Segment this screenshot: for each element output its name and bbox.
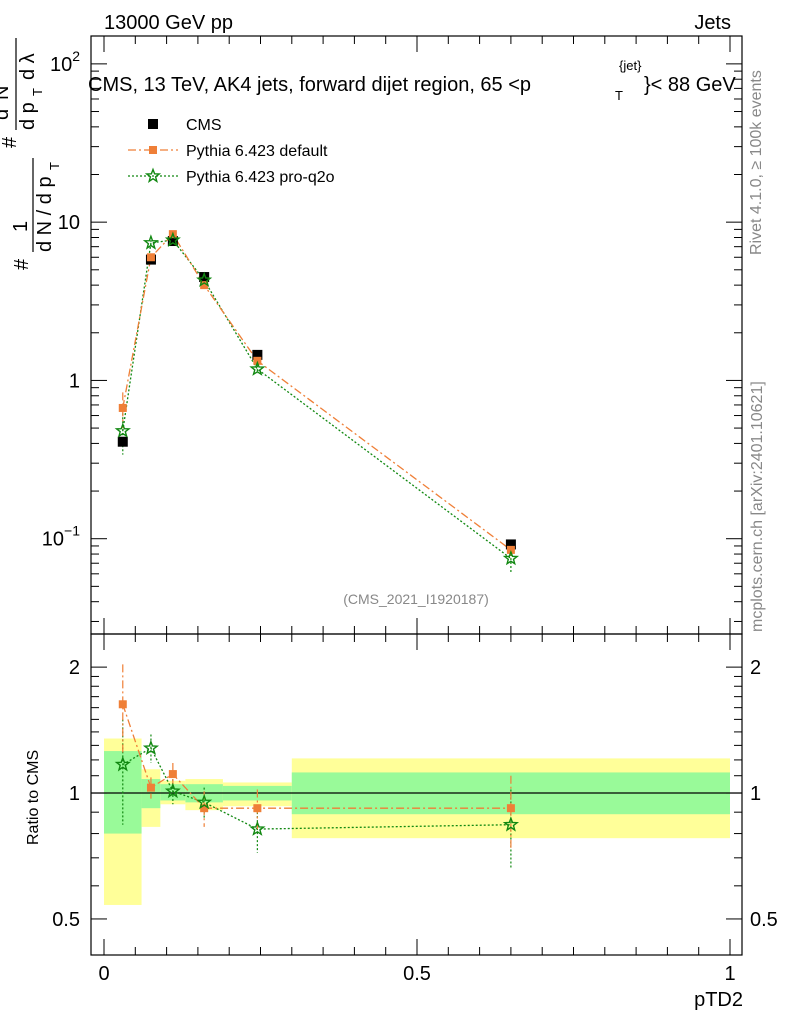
x-tick-label: 0.5 bbox=[403, 963, 431, 985]
axis-ticks: 0 0.5 1 102 10 1 10−1 2 2 1 1 0.5 0.5 bbox=[42, 36, 778, 985]
x-tick-label: 1 bbox=[724, 963, 735, 985]
point-main-cms bbox=[505, 539, 516, 550]
ylabel-hash: # bbox=[11, 258, 33, 270]
legend-entry-cms: CMS bbox=[148, 117, 222, 134]
legend-label-proq2o: Pythia 6.423 pro-q2o bbox=[186, 169, 335, 186]
line-main-default bbox=[122, 233, 512, 551]
ratio-tick-label-right: 0.5 bbox=[750, 909, 778, 931]
legend: CMS Pythia 6.423 default Pythia 6.423 pr… bbox=[128, 117, 335, 186]
ylabel-num-sup: 2 bbox=[0, 101, 1, 108]
legend-point-cms bbox=[148, 119, 158, 129]
point-main-proq2o bbox=[249, 360, 266, 376]
ratio-tick-label-left: 0.5 bbox=[52, 909, 80, 931]
y-tick-label: 1 bbox=[69, 370, 80, 392]
title-tail: }< 88 GeV bbox=[644, 74, 736, 96]
point-main-cms bbox=[199, 272, 210, 283]
point-main-cms bbox=[117, 436, 128, 447]
point-main-default bbox=[506, 545, 515, 554]
point-main-proq2o bbox=[196, 271, 213, 288]
point-main-default bbox=[146, 253, 155, 262]
category-label: Jets bbox=[694, 12, 731, 34]
analysis-id: (CMS_2021_I1920187) bbox=[343, 591, 489, 607]
point-main-proq2o bbox=[164, 231, 181, 248]
xlabel: pTD2 bbox=[694, 989, 743, 1011]
rivet-label: Rivet 4.1.0, ≥ 100k events bbox=[748, 70, 765, 255]
ylabel-den: d N / d p bbox=[34, 176, 56, 252]
point-ratio-default bbox=[146, 783, 155, 792]
point-ratio-default bbox=[168, 770, 177, 779]
point-ratio-default bbox=[118, 700, 127, 709]
title-sub: T bbox=[615, 88, 623, 103]
point-main-proq2o bbox=[502, 549, 520, 566]
point-ratio-default bbox=[253, 804, 262, 813]
title-main: CMS, 13 TeV, AK4 jets, forward dijet reg… bbox=[88, 74, 531, 96]
ylabel-den2-tail: d λ bbox=[17, 53, 39, 80]
legend-point-default bbox=[149, 146, 157, 154]
ratio-bands bbox=[91, 738, 742, 905]
chart-title: CMS, 13 TeV, AK4 jets, forward dijet reg… bbox=[88, 58, 736, 103]
line-ratio-proq2o bbox=[122, 747, 511, 830]
legend-label-cms: CMS bbox=[186, 117, 222, 134]
point-ratio-proq2o bbox=[114, 755, 131, 772]
legend-point-proq2o bbox=[144, 167, 162, 183]
legend-label-default: Pythia 6.423 default bbox=[186, 143, 328, 160]
point-main-default bbox=[118, 403, 127, 412]
point-ratio-proq2o bbox=[502, 816, 520, 832]
ylabel-one: 1 bbox=[10, 221, 32, 232]
legend-entry-proq2o: Pythia 6.423 pro-q2o bbox=[128, 167, 335, 186]
ylabel-num-N: N bbox=[0, 86, 13, 100]
title-sup: {jet} bbox=[619, 58, 642, 73]
legend-marker-proq2o bbox=[128, 167, 178, 183]
point-main-proq2o bbox=[142, 234, 160, 250]
point-ratio-default bbox=[506, 804, 515, 813]
ylabel-den2: d p bbox=[17, 102, 39, 130]
point-ratio-default bbox=[200, 804, 209, 813]
point-main-default bbox=[200, 281, 209, 290]
y-tick-label: 10−1 bbox=[42, 523, 80, 551]
mcplots-label: mcplots.cern.ch [arXiv:2401.10621] bbox=[749, 381, 766, 632]
ratio-tick-label-left: 2 bbox=[69, 657, 80, 679]
point-ratio-proq2o bbox=[196, 793, 213, 810]
ratio-tick-label-right: 2 bbox=[750, 657, 761, 679]
y-tick-label: 10 bbox=[58, 212, 80, 234]
ylabel-den-sub: T bbox=[47, 162, 62, 170]
point-main-cms bbox=[252, 349, 263, 360]
legend-marker-default bbox=[128, 146, 178, 154]
legend-entry-default: Pythia 6.423 default bbox=[128, 143, 328, 160]
point-ratio-proq2o bbox=[249, 820, 266, 836]
ylabel-num-d: d bbox=[0, 109, 13, 120]
data-marks bbox=[114, 230, 520, 836]
line-main-proq2o bbox=[122, 239, 512, 560]
ylabel-den2-sub: T bbox=[30, 88, 45, 96]
main-ylabel: # 1 d N / d p T # d 2 N d p T d λ bbox=[0, 38, 62, 270]
ratio-tick-label-left: 1 bbox=[69, 783, 80, 805]
process-label: 13000 GeV pp bbox=[104, 12, 233, 34]
point-ratio-proq2o bbox=[164, 782, 181, 799]
ratio-ylabel: Ratio to CMS bbox=[25, 750, 42, 845]
point-main-proq2o bbox=[114, 422, 131, 438]
legend-marker-cms bbox=[148, 119, 158, 129]
x-tick-label: 0 bbox=[98, 963, 109, 985]
ratio-tick-label-right: 1 bbox=[750, 783, 761, 805]
point-main-cms bbox=[167, 236, 178, 247]
point-ratio-proq2o bbox=[142, 739, 160, 756]
ylabel-numhash: # bbox=[0, 136, 21, 148]
y-tick-label: 102 bbox=[50, 48, 80, 76]
